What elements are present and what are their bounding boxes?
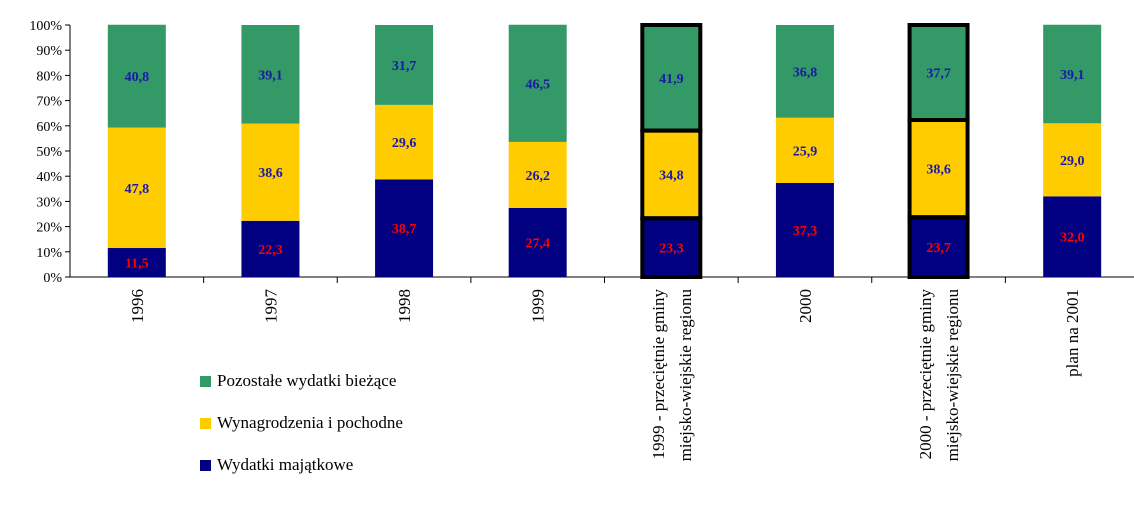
bar-segment-pozostale	[642, 25, 701, 131]
data-label: 23,3	[659, 242, 684, 257]
bar-segment-wynagrodzenia	[642, 130, 701, 219]
bar-segment-pozostale	[508, 24, 567, 142]
category-label-line: 1997	[261, 289, 280, 324]
bar-segment-wynagrodzenia	[241, 123, 300, 221]
data-label: 36,8	[793, 65, 818, 80]
legend-swatch	[200, 376, 211, 387]
y-tick-label: 40%	[36, 170, 62, 185]
data-label: 32,0	[1060, 231, 1085, 246]
category-label-line: miejsko-wiejskie regionu	[676, 289, 695, 462]
data-label: 27,4	[525, 236, 550, 251]
data-label: 39,1	[1060, 68, 1085, 83]
data-label: 26,2	[525, 169, 550, 184]
category-label-line: 2000 - przeciętnie gminy	[916, 289, 935, 460]
category-label-line: 1996	[128, 289, 147, 323]
legend-label: Pozostałe wydatki bieżące	[217, 371, 396, 390]
category-label-line: 1998	[395, 289, 414, 323]
bar-segment-pozostale	[909, 25, 968, 121]
data-label: 38,6	[258, 166, 283, 181]
bar-segment-majatkowe	[642, 218, 701, 277]
data-label: 40,8	[125, 70, 150, 85]
data-label: 37,7	[926, 67, 951, 82]
bar-segment-pozostale	[1043, 24, 1102, 124]
highlight-outline	[907, 23, 970, 123]
data-label: 25,9	[793, 144, 818, 159]
y-tick-label: 20%	[36, 221, 62, 236]
bar-segment-wynagrodzenia	[375, 104, 434, 180]
category-label: 1997	[261, 289, 280, 324]
bar-segment-majatkowe	[1043, 196, 1102, 277]
y-tick-label: 90%	[36, 44, 62, 59]
data-labels: 11,5 47,8 40,8 22,3 38,6 39,1 38,7 29,6 31,7 27,4…	[125, 59, 1085, 272]
legend-label: Wydatki majątkowe	[217, 455, 353, 474]
bar-segment-majatkowe	[375, 179, 434, 277]
legend-swatch	[200, 418, 211, 429]
category-label-line: 1999	[529, 289, 548, 323]
bar-segment-wynagrodzenia	[508, 141, 567, 208]
bar-segment-pozostale	[775, 25, 834, 118]
bar-segment-wynagrodzenia	[107, 127, 166, 249]
bar-segment-wynagrodzenia	[909, 120, 968, 218]
data-label: 39,1	[258, 68, 283, 83]
bar-segment-majatkowe	[241, 220, 300, 277]
data-label: 47,8	[125, 182, 150, 197]
y-tick-label: 100%	[29, 19, 62, 34]
y-tick-label: 50%	[36, 145, 62, 160]
data-label: 22,3	[258, 243, 283, 258]
category-label: 1999 - przeciętnie gminy miejsko-wiejskie…	[649, 289, 695, 462]
data-label: 23,7	[926, 241, 951, 256]
category-labels: 1996 1997 1998 1999 1999 - przeciętnie gminy…	[128, 289, 1082, 462]
legend-swatch	[200, 460, 211, 471]
category-label: 1998	[395, 289, 414, 323]
category-label: 2000	[796, 289, 815, 323]
y-tick-label: 30%	[36, 195, 62, 210]
bar-segment-majatkowe	[909, 217, 968, 277]
bar-segment-majatkowe	[107, 248, 166, 277]
bar-segment-wynagrodzenia	[775, 117, 834, 184]
data-label: 29,6	[392, 136, 417, 151]
y-tick-label: 10%	[36, 246, 62, 261]
data-label: 38,6	[926, 163, 951, 178]
category-label-line: 2000	[796, 289, 815, 323]
data-label: 34,8	[659, 168, 684, 183]
data-label: 38,7	[392, 222, 417, 237]
bar-segment-majatkowe	[508, 207, 567, 277]
bar-segment-wynagrodzenia	[1043, 123, 1102, 197]
data-label: 31,7	[392, 59, 417, 74]
data-label: 46,5	[525, 77, 550, 92]
data-label: 37,3	[793, 224, 818, 239]
data-label: 41,9	[659, 72, 684, 87]
legend: Pozostałe wydatki bieżące Wynagrodzenia i…	[200, 371, 403, 474]
data-label: 29,0	[1060, 154, 1085, 169]
category-label-line: miejsko-wiejskie regionu	[943, 289, 962, 462]
bars	[107, 23, 1102, 279]
category-label: 1996	[128, 289, 147, 323]
y-tick-label: 70%	[36, 95, 62, 110]
category-label-line: plan na 2001	[1063, 289, 1082, 377]
bar-segment-majatkowe	[775, 183, 834, 277]
category-label: plan na 2001	[1063, 289, 1082, 377]
bar-segment-pozostale	[375, 25, 434, 105]
category-label: 1999	[529, 289, 548, 323]
y-tick-label: 80%	[36, 69, 62, 84]
bar-segment-pozostale	[241, 25, 300, 124]
data-label: 11,5	[125, 257, 149, 272]
category-label: 2000 - przeciętnie gminy miejsko-wiejskie…	[916, 289, 962, 462]
legend-label: Wynagrodzenia i pochodne	[217, 413, 403, 432]
highlight-outline	[640, 23, 703, 133]
bar-segment-pozostale	[107, 24, 166, 128]
y-tick-label: 60%	[36, 120, 62, 135]
category-label-line: 1999 - przeciętnie gminy	[649, 289, 668, 460]
y-tick-label: 0%	[43, 271, 62, 286]
